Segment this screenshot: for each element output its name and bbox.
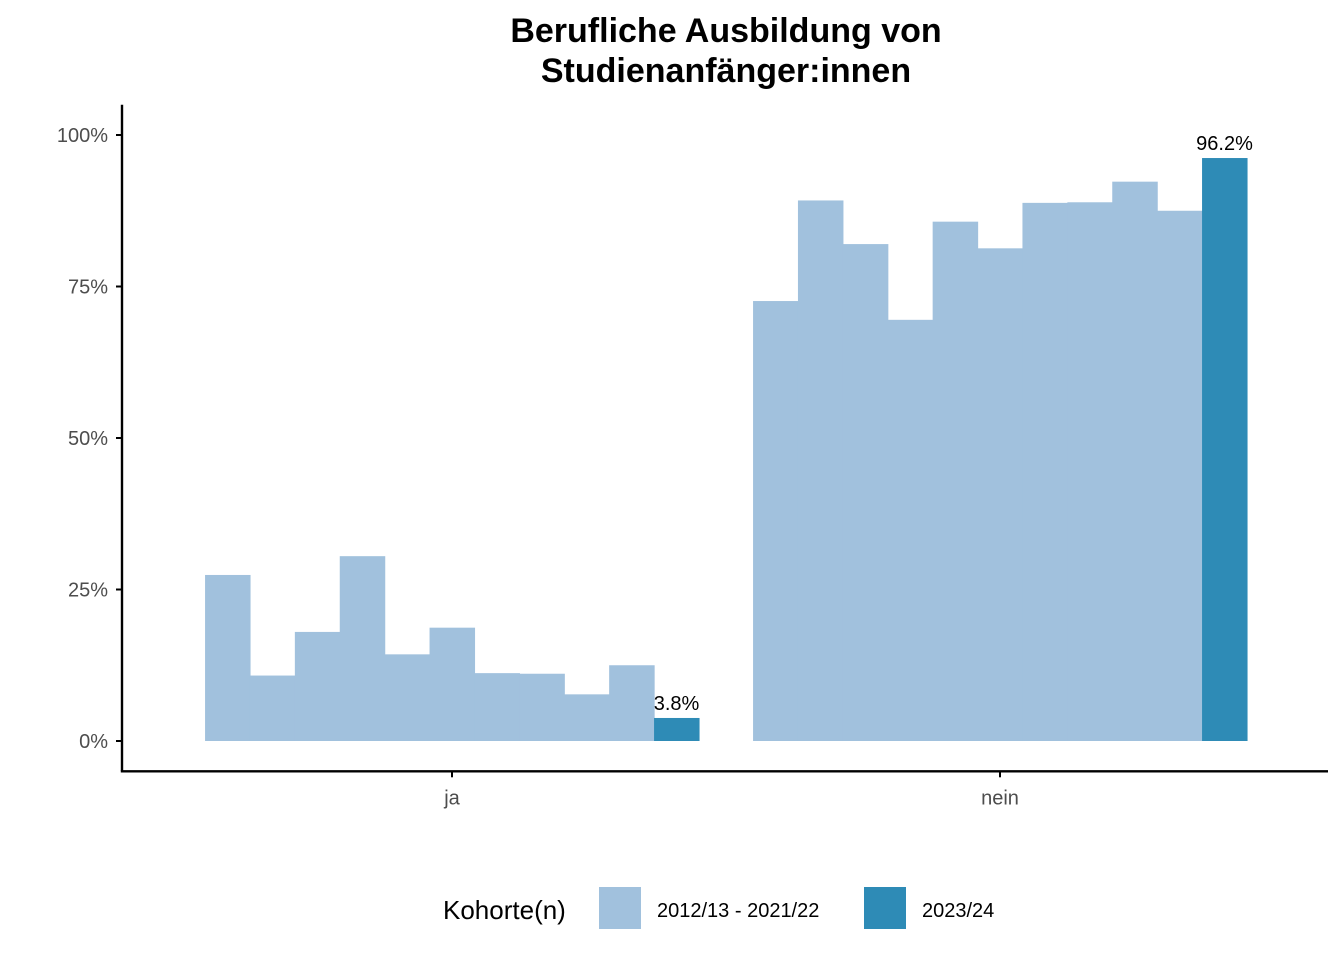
x-tick-label-ja: ja [443,787,460,809]
bar-nein-2013-14 [797,200,844,741]
bar-ja-2019-20 [519,673,565,741]
bar-ja-2015-16 [339,556,386,741]
bar-ja-2016-17 [384,654,431,741]
legend-swatch-current [864,887,906,929]
chart-title-line-1: Berufliche Ausbildung von [510,12,941,50]
bar-nein-2012-13 [753,301,799,741]
legend-label-current: 2023/24 [922,900,994,922]
bar-nein-2016-17 [932,221,979,741]
legend-label-history: 2012/13 - 2021/22 [657,900,819,922]
y-tick-label: 25% [68,580,108,602]
bar-nein-2019-20 [1067,202,1113,741]
bar-nein-2015-16 [887,319,934,741]
bar-ja-2013-14 [249,675,296,741]
bar-ja-2020-21 [564,694,610,741]
bar-nein-2014-15 [842,244,889,741]
data-label-nein: 96.2% [1196,133,1253,155]
bar-nein-2023-24 [1202,158,1248,741]
legend: Kohorte(n) 2012/13 - 2021/22 2023/24 [443,887,994,929]
bars-group [205,158,1248,741]
y-tick-label: 75% [68,277,108,299]
bar-ja-2018-19 [474,673,520,741]
bar-ja-2021-22 [609,665,655,741]
data-label-ja: 3.8% [654,693,700,715]
data-labels-group: 3.8% 96.2% [654,133,1253,715]
legend-title: Kohorte(n) [443,895,566,925]
legend-swatch-history [599,887,641,929]
y-axis: 0% 25% 50% 75% 100% [57,104,124,772]
bar-nein-2020-21 [1112,181,1158,741]
bar-ja-2014-15 [294,631,341,741]
x-axis: ja nein [120,770,1328,809]
bar-nein-2017-18 [977,248,1024,741]
bar-ja-2017-18 [429,627,476,741]
bar-ja-2023-24 [654,717,700,741]
bar-nein-2021-22 [1157,210,1203,741]
y-tick-label: 100% [57,125,108,147]
bar-ja-2012-13 [205,574,251,741]
chart-title-line-2: Studienanfänger:innen [541,52,911,90]
bar-nein-2018-19 [1022,202,1068,741]
y-tick-label: 50% [68,428,108,450]
y-tick-label: 0% [79,731,108,753]
x-tick-label-nein: nein [981,787,1019,809]
